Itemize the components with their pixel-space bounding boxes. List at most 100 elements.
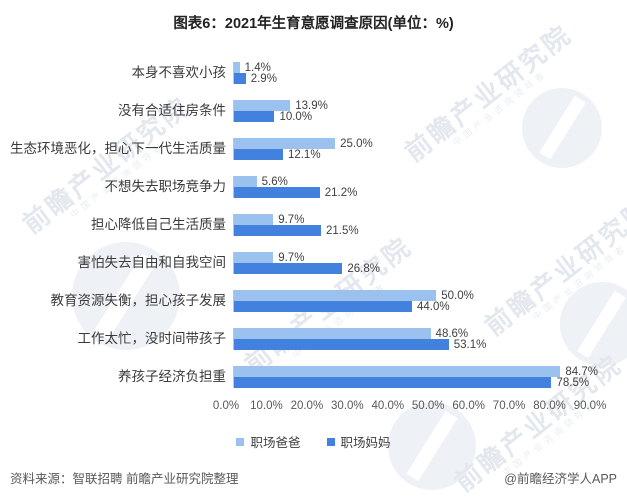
bar-职场妈妈 — [234, 225, 321, 236]
bar-group: 教育资源失衡，担心孩子发展 50.0% 44.0% — [0, 282, 627, 320]
legend-label: 职场爸爸 — [250, 436, 301, 450]
bar-职场妈妈 — [234, 73, 246, 84]
bar-group: 没有合适住房条件 13.9% 10.0% — [0, 92, 627, 130]
bar-line: 26.8% — [234, 263, 598, 275]
bar-track: 25.0% 12.1% — [233, 137, 598, 161]
bar-职场妈妈 — [234, 339, 449, 350]
bar-track: 13.9% 10.0% — [233, 99, 598, 123]
bar-group: 不想失去职场竞争力 5.6% 21.2% — [0, 168, 627, 206]
bar-line: 53.1% — [234, 338, 598, 351]
bar-line: 10.0% — [234, 110, 598, 123]
value-label: 5.6% — [261, 175, 288, 188]
legend-item-职场妈妈: 职场妈妈 — [326, 432, 391, 451]
category-label: 生态环境恶化，担心下一代生活质量 — [10, 141, 226, 157]
bar-track: 50.0% 44.0% — [233, 289, 598, 313]
category-label: 不想失去职场竞争力 — [104, 179, 227, 195]
value-label: 9.7% — [278, 213, 305, 226]
bar-line: 9.7% — [234, 251, 598, 264]
legend-swatch — [326, 437, 335, 446]
value-label: 10.0% — [279, 110, 313, 123]
bar-line: 9.7% — [234, 213, 598, 226]
footer: 资料来源：智联招聘 前瞻产业研究院整理 @前瞻经济学人APP — [10, 468, 617, 487]
value-label: 25.0% — [340, 137, 373, 150]
bar-line: 5.6% — [234, 175, 598, 188]
bar-职场妈妈 — [234, 263, 343, 274]
bar-line: 48.6% — [234, 327, 598, 340]
value-label: 12.1% — [287, 148, 321, 161]
bar-track: 1.4% 2.9% — [233, 61, 598, 85]
bar-line: 21.2% — [234, 186, 598, 199]
category-label: 养孩子经济负担重 — [118, 369, 226, 385]
bar-line: 44.0% — [234, 300, 598, 313]
x-tick-label: 20.0% — [290, 400, 324, 412]
bar-line: 1.4% — [234, 61, 598, 74]
bar-职场爸爸 — [234, 366, 561, 377]
bar-职场爸爸 — [234, 176, 257, 187]
x-tick-label: 30.0% — [331, 400, 364, 412]
value-label: 2.9% — [250, 72, 277, 85]
value-label: 44.0% — [416, 300, 450, 313]
source-note: 资料来源：智联招聘 前瞻产业研究院整理 — [10, 472, 239, 486]
plot-area: 本身不喜欢小孩 1.4% 2.9% 没有合适住房条件 13.9% 10.0% 生态环境恶化，… — [0, 54, 627, 451]
x-tick-label: 80.0% — [533, 400, 566, 412]
credit-note: @前瞻经济学人APP — [504, 472, 617, 486]
value-label: 50.0% — [441, 289, 474, 302]
legend-item-职场爸爸: 职场爸爸 — [236, 432, 301, 451]
bar-group: 生态环境恶化，担心下一代生活质量 25.0% 12.1% — [0, 130, 627, 168]
bar-line: 84.7% — [234, 365, 598, 378]
x-tick-label: 40.0% — [371, 400, 405, 412]
legend-label: 职场妈妈 — [340, 436, 391, 450]
bar-track: 5.6% 21.2% — [233, 175, 598, 199]
value-label: 21.2% — [324, 186, 358, 199]
value-label: 48.6% — [435, 327, 469, 340]
bar-职场爸爸 — [234, 290, 437, 301]
bar-职场妈妈 — [234, 149, 283, 160]
category-label: 害怕失去自由和自我空间 — [77, 255, 227, 271]
value-label: 53.1% — [453, 338, 487, 351]
bar-职场爸爸 — [234, 214, 274, 225]
x-tick-label: 60.0% — [452, 400, 485, 412]
bar-line: 2.9% — [234, 72, 598, 85]
chart-title: 图表6：2021年生育意愿调查原因(单位：%) — [173, 16, 454, 32]
bar-职场爸爸 — [234, 100, 291, 111]
value-label: 9.7% — [278, 251, 305, 264]
bar-track: 84.7% 78.5% — [233, 365, 598, 389]
bar-职场爸爸 — [234, 328, 431, 339]
bar-rows: 本身不喜欢小孩 1.4% 2.9% 没有合适住房条件 13.9% 10.0% 生态环境恶化，… — [0, 54, 627, 396]
value-label: 84.7% — [565, 365, 598, 378]
legend: 职场爸爸 职场妈妈 — [0, 432, 627, 451]
bar-职场妈妈 — [234, 301, 412, 312]
category-label: 担心降低自己生活质量 — [91, 217, 226, 233]
x-tick-label: 70.0% — [492, 400, 526, 412]
value-label: 78.5% — [556, 376, 590, 389]
x-tick-label: 50.0% — [411, 400, 445, 412]
bar-group: 工作太忙，没时间带孩子 48.6% 53.1% — [0, 320, 627, 358]
bar-职场妈妈 — [234, 111, 275, 122]
category-label: 教育资源失衡，担心孩子发展 — [50, 293, 227, 309]
bar-group: 养孩子经济负担重 84.7% 78.5% — [0, 358, 627, 396]
bar-group: 本身不喜欢小孩 1.4% 2.9% — [0, 54, 627, 92]
value-label: 21.5% — [325, 224, 359, 237]
value-label: 1.4% — [244, 61, 271, 74]
bar-line: 12.1% — [234, 148, 598, 161]
bar-职场爸爸 — [234, 62, 240, 73]
bar-track: 48.6% 53.1% — [233, 327, 598, 351]
bar-line: 78.5% — [234, 376, 598, 389]
bar-职场妈妈 — [234, 377, 552, 388]
bar-track: 9.7% 26.8% — [233, 251, 598, 275]
bar-line: 25.0% — [234, 137, 598, 150]
bar-职场爸爸 — [234, 138, 336, 149]
value-label: 13.9% — [295, 99, 328, 112]
category-label: 工作太忙，没时间带孩子 — [77, 331, 227, 347]
bar-职场妈妈 — [234, 187, 320, 198]
bar-track: 9.7% 21.5% — [233, 213, 598, 237]
x-tick-label: 0.0% — [212, 400, 240, 412]
x-tick-label: 10.0% — [250, 400, 283, 412]
bar-line: 13.9% — [234, 99, 598, 112]
bar-line: 50.0% — [234, 289, 598, 302]
bar-line: 21.5% — [234, 224, 598, 237]
x-axis: 0.0% 10.0% 20.0% 30.0% 40.0% 50.0% 60.0% 70.0% 8… — [213, 400, 606, 416]
category-label: 没有合适住房条件 — [118, 103, 226, 119]
x-tick-label: 90.0% — [573, 400, 607, 412]
